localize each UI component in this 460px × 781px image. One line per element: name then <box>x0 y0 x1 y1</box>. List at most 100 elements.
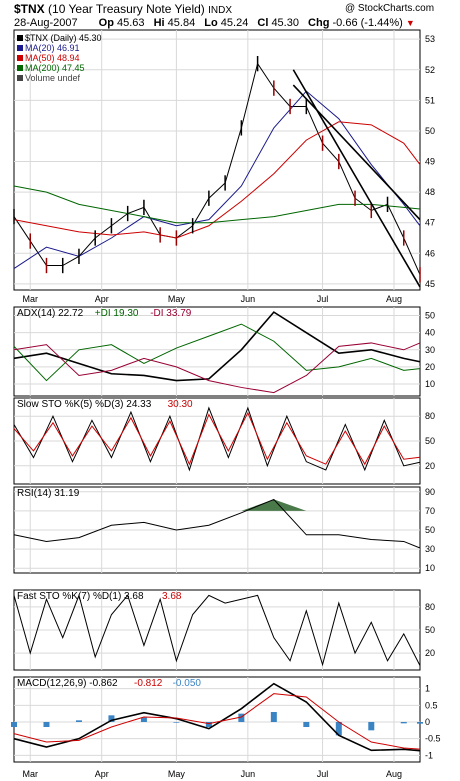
series-line-0 <box>13 311 421 382</box>
month-label: Apr <box>95 769 109 779</box>
open-label: Op <box>98 17 114 29</box>
legend-label: +DI 19.30 <box>95 308 139 319</box>
y-tick-label: 49 <box>425 157 435 167</box>
y-tick-label: 50 <box>425 311 435 321</box>
y-tick-label: 48 <box>425 187 435 197</box>
open-value: 45.63 <box>117 17 145 29</box>
low-value: 45.24 <box>220 17 249 29</box>
month-label: Mar <box>22 294 38 304</box>
low-label: Lo <box>204 17 218 29</box>
signal-line <box>13 693 421 750</box>
y-tick-label: -1 <box>425 750 433 760</box>
legend-label: Slow STO %K(5) %D(3) 24.33 <box>17 399 152 410</box>
legend-label: Fast STO %K(7) %D(1) 3.68 <box>17 591 144 602</box>
macd-histogram-bar <box>173 722 180 723</box>
exchange-label: INDX <box>208 5 233 16</box>
symbol-label: $TNX <box>14 2 45 16</box>
y-tick-label: 20 <box>425 461 435 471</box>
y-tick-label: 20 <box>425 648 435 658</box>
change-value: -0.66 (-1.44%) <box>332 17 403 29</box>
series-line-1 <box>13 90 421 270</box>
legend-label: MA(200) 47.45 <box>25 63 85 73</box>
month-label: Jul <box>317 769 329 779</box>
chart-header-title: $TNX (10 Year Treasury Note Yield) INDX <box>14 2 232 16</box>
series-line-0 <box>13 593 421 667</box>
legend-label: -0.050 <box>173 678 202 689</box>
y-tick-label: 50 <box>425 436 435 446</box>
trend-line <box>292 84 421 221</box>
macd-line <box>13 682 421 752</box>
y-tick-label: 50 <box>425 126 435 136</box>
month-label: Aug <box>386 294 402 304</box>
y-tick-label: 52 <box>425 65 435 75</box>
legend-label: 30.30 <box>168 399 193 410</box>
macd-histogram-bar <box>238 713 245 722</box>
legend-swatch <box>17 45 23 51</box>
quote-line: 28-Aug-2007 Op 45.63 Hi 45.84 Lo 45.24 C… <box>14 17 415 29</box>
legend-label: $TNX (Daily) 45.30 <box>25 33 102 43</box>
macd-histogram-bar <box>108 715 115 722</box>
y-tick-label: 20 <box>425 362 435 372</box>
rsi-series-line <box>13 498 421 549</box>
date-label: 28-Aug-2007 <box>14 17 78 29</box>
series-line-1 <box>13 323 421 382</box>
y-tick-label: 30 <box>425 345 435 355</box>
legend-label: MACD(12,26,9) -0.862 <box>17 678 118 689</box>
y-tick-label: 80 <box>425 411 435 421</box>
legend-swatch <box>17 55 23 61</box>
y-tick-label: -0.5 <box>425 734 441 744</box>
legend-label: Volume undef <box>25 73 81 83</box>
y-tick-label: 53 <box>425 34 435 44</box>
close-label: Cl <box>257 17 269 29</box>
y-tick-label: 10 <box>425 563 435 573</box>
y-tick-label: 0.5 <box>425 700 438 710</box>
y-tick-label: 70 <box>425 506 435 516</box>
y-tick-label: 46 <box>425 248 435 258</box>
legend-label: MA(20) 46.91 <box>25 43 80 53</box>
series-line-2 <box>13 121 421 239</box>
y-tick-label: 1 <box>425 684 430 694</box>
macd-histogram-bar <box>400 722 407 724</box>
series-line-3 <box>13 185 421 224</box>
high-value: 45.84 <box>167 17 196 29</box>
y-tick-label: 10 <box>425 379 435 389</box>
legend-swatch <box>17 75 23 81</box>
legend-label: 3.68 <box>162 591 182 602</box>
macd-histogram-bar <box>11 722 17 727</box>
month-label: Jun <box>241 769 256 779</box>
rsi-overbought-fill <box>241 499 307 511</box>
macd-histogram-bar <box>75 720 82 722</box>
series-line-1 <box>13 411 421 466</box>
y-tick-label: 40 <box>425 328 435 338</box>
y-tick-label: 80 <box>425 602 435 612</box>
y-tick-label: 0 <box>425 717 430 727</box>
macd-histogram-bar <box>417 722 423 724</box>
y-tick-label: 30 <box>425 544 435 554</box>
y-tick-label: 45 <box>425 279 435 289</box>
y-tick-label: 90 <box>425 487 435 497</box>
high-label: Hi <box>153 17 165 29</box>
series-line-2 <box>13 342 421 394</box>
macd-histogram-bar <box>205 722 212 727</box>
legend-label: RSI(14) 31.19 <box>17 488 80 499</box>
month-label: Mar <box>22 769 38 779</box>
macd-histogram-bar <box>43 722 50 727</box>
month-label: Apr <box>95 294 109 304</box>
legend-label: MA(50) 48.94 <box>25 53 80 63</box>
month-label: Aug <box>386 769 402 779</box>
trend-line <box>292 69 421 288</box>
series-line-0 <box>13 62 421 275</box>
macd-histogram-bar <box>335 722 342 736</box>
month-label: May <box>168 294 186 304</box>
legend-label: ADX(14) 22.72 <box>17 308 84 319</box>
y-tick-label: 51 <box>425 95 435 105</box>
legend-label: -DI 33.79 <box>150 308 192 319</box>
month-label: May <box>168 769 186 779</box>
name-label: (10 Year Treasury Note Yield) <box>48 2 205 16</box>
macd-histogram-bar <box>368 722 375 731</box>
down-arrow-icon: ▼ <box>405 18 415 28</box>
legend-swatch <box>17 65 23 71</box>
month-label: Jun <box>241 294 256 304</box>
month-label: Jul <box>317 294 329 304</box>
